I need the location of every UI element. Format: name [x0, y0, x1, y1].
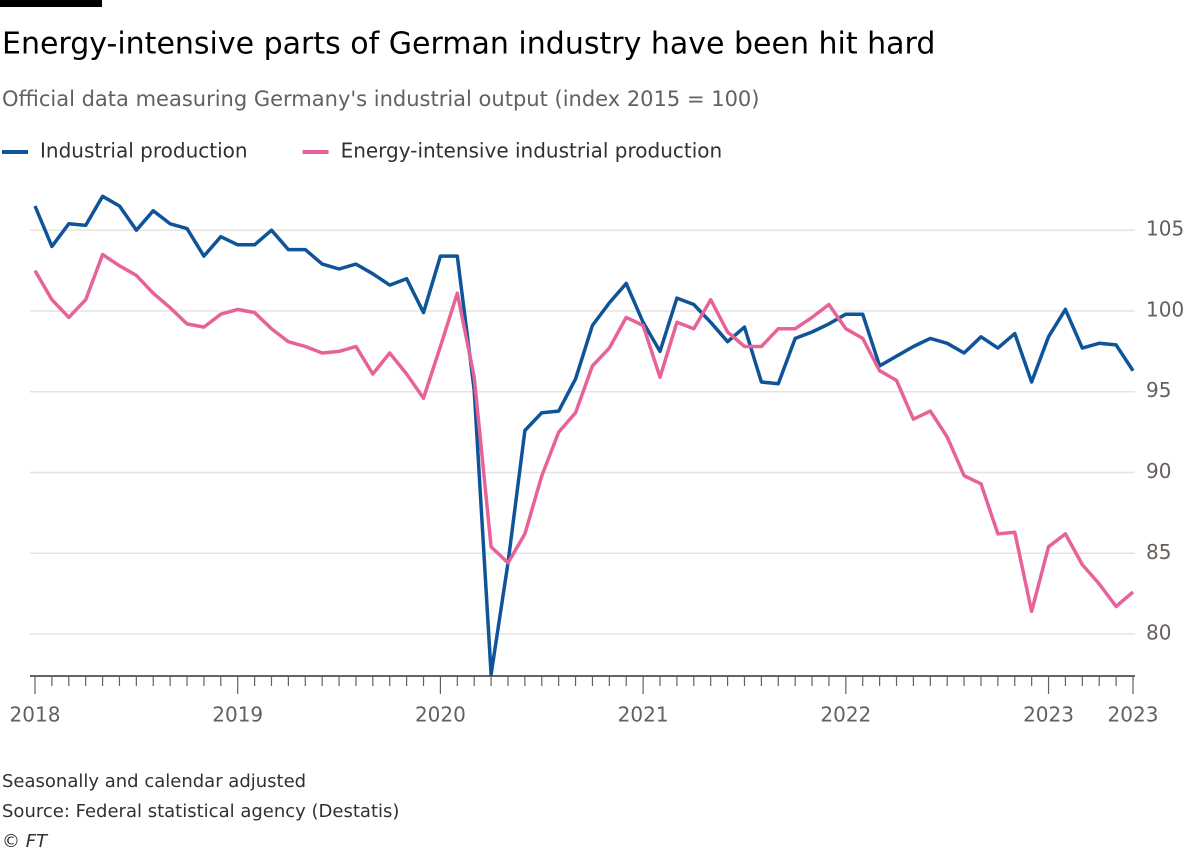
- series-line: [33, 252, 1135, 614]
- x-tick-label: 2019: [212, 703, 263, 727]
- chart-subtitle: Official data measuring Germany's indust…: [2, 87, 760, 111]
- x-tick-label: 2023: [1108, 703, 1159, 727]
- credit: © FT: [2, 831, 49, 852]
- x-tick-label: 2023: [1023, 703, 1074, 727]
- y-tick-label: 95: [1146, 378, 1171, 402]
- x-tick-label: 2020: [415, 703, 466, 727]
- series-line: [33, 194, 1135, 677]
- chart-title: Energy-intensive parts of German industr…: [2, 27, 935, 62]
- y-tick-label: 100: [1146, 297, 1184, 321]
- y-tick-label: 80: [1146, 621, 1171, 645]
- x-tick-label: 2022: [820, 703, 871, 727]
- y-tick-label: 90: [1146, 459, 1171, 483]
- source: Source: Federal statistical agency (Dest…: [2, 801, 399, 822]
- brand-bar: [0, 0, 102, 7]
- x-tick-label: 2018: [10, 703, 61, 727]
- legend-label: Energy-intensive industrial production: [341, 139, 723, 163]
- note: Seasonally and calendar adjusted: [2, 771, 306, 792]
- y-tick-label: 105: [1146, 217, 1184, 241]
- x-tick-label: 2021: [618, 703, 669, 727]
- legend-label: Industrial production: [40, 139, 248, 163]
- y-tick-label: 85: [1146, 540, 1171, 564]
